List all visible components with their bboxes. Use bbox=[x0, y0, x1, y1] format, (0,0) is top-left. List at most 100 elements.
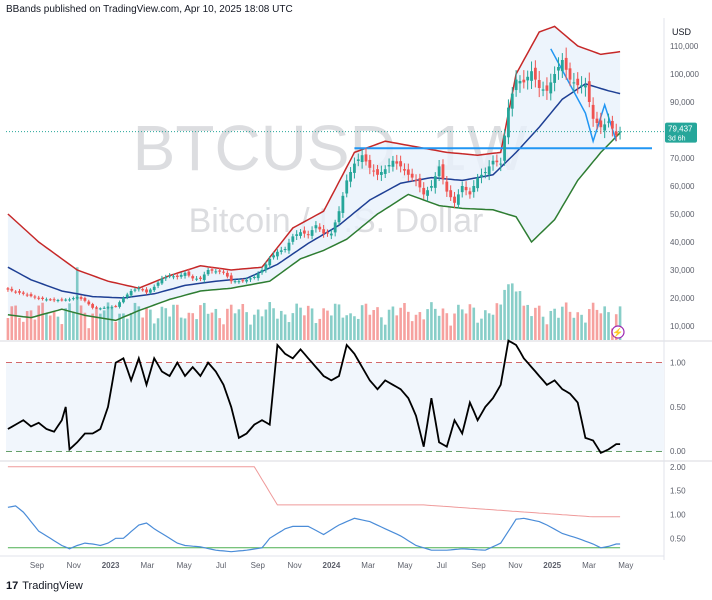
price-tick: 90,000 bbox=[670, 98, 695, 107]
candle-body bbox=[14, 291, 18, 293]
volume-bar bbox=[410, 321, 414, 340]
candle-body bbox=[283, 249, 287, 250]
candle-body bbox=[237, 281, 241, 283]
price-tick: 70,000 bbox=[670, 154, 695, 163]
candle-body bbox=[272, 255, 275, 258]
volume-bar bbox=[141, 317, 144, 340]
price-tick: 40,000 bbox=[670, 238, 695, 247]
volume-bar bbox=[584, 322, 587, 340]
candle-body bbox=[437, 166, 441, 177]
candle-body bbox=[125, 294, 129, 298]
volume-bar bbox=[18, 317, 21, 340]
volume-bar bbox=[218, 318, 221, 340]
volume-bar bbox=[553, 308, 556, 340]
volume-bar bbox=[25, 311, 29, 340]
volume-bar bbox=[457, 304, 460, 340]
price-tick: 20,000 bbox=[670, 294, 695, 303]
volume-bar bbox=[276, 318, 279, 340]
tradingview-footer[interactable]: 17 TradingView bbox=[6, 580, 83, 592]
candle-body bbox=[268, 258, 272, 266]
volume-bar bbox=[433, 308, 437, 340]
volume-bar bbox=[125, 318, 129, 340]
candle-body bbox=[68, 299, 71, 301]
volume-bar bbox=[33, 319, 37, 340]
volume-bar bbox=[595, 309, 599, 340]
candle-body bbox=[599, 120, 603, 128]
volume-bar bbox=[152, 323, 156, 340]
candle-body bbox=[549, 82, 553, 94]
volume-bar bbox=[360, 305, 364, 340]
candle-body bbox=[156, 282, 160, 286]
volume-bar bbox=[403, 303, 406, 340]
volume-bar bbox=[530, 316, 533, 340]
candle-body bbox=[453, 196, 456, 203]
volume-bar bbox=[514, 291, 518, 340]
candle-body bbox=[183, 272, 187, 276]
price-tick: 50,000 bbox=[670, 210, 695, 219]
percent-b-line bbox=[7, 339, 621, 455]
candle-body bbox=[206, 270, 210, 275]
candle-body bbox=[29, 294, 33, 297]
time-tick: Nov bbox=[67, 561, 81, 570]
volume-bar bbox=[168, 316, 171, 340]
candle-body bbox=[349, 172, 352, 182]
volume-bar bbox=[568, 311, 572, 340]
bollinger-basis-line bbox=[7, 82, 621, 299]
candle-body bbox=[533, 67, 537, 80]
volume-bar bbox=[156, 318, 160, 340]
candle-body bbox=[537, 80, 541, 88]
volume-bar bbox=[484, 310, 487, 340]
candle-body bbox=[106, 307, 110, 309]
candle-body bbox=[445, 181, 449, 192]
candle-body bbox=[376, 169, 379, 175]
volume-bar bbox=[549, 310, 553, 340]
candle-body bbox=[137, 288, 141, 290]
bollinger-lower-line bbox=[7, 132, 621, 322]
candle-body bbox=[310, 230, 314, 236]
volume-bar bbox=[102, 310, 106, 340]
volume-bar bbox=[468, 304, 472, 340]
volume-bar bbox=[330, 315, 333, 340]
candle-body bbox=[456, 194, 460, 205]
candle-body bbox=[483, 172, 487, 174]
time-tick: Mar bbox=[141, 561, 155, 570]
volume-bar bbox=[407, 311, 410, 340]
candle-body bbox=[252, 277, 256, 278]
volume-bar bbox=[179, 317, 183, 340]
candle-body bbox=[495, 160, 499, 163]
volume-bar bbox=[607, 312, 610, 340]
candle-body bbox=[580, 85, 583, 87]
candle-body bbox=[41, 297, 44, 299]
candle-body bbox=[568, 68, 572, 80]
candle-body bbox=[318, 226, 322, 230]
volume-bar bbox=[87, 328, 91, 340]
volume-bar bbox=[287, 322, 291, 340]
volume-bar bbox=[183, 318, 187, 340]
volume-bar bbox=[6, 318, 10, 340]
volume-bar bbox=[422, 319, 426, 340]
volume-bar bbox=[187, 312, 191, 340]
candle-body bbox=[187, 271, 191, 276]
candle-body bbox=[83, 298, 87, 301]
volume-bar bbox=[52, 311, 56, 340]
volume-bar bbox=[426, 309, 429, 340]
publish-info: BBands published on TradingView.com, Apr… bbox=[6, 4, 293, 15]
candle-body bbox=[249, 278, 252, 280]
volume-bar bbox=[453, 313, 456, 340]
volume-bar bbox=[195, 319, 198, 340]
candle-body bbox=[480, 174, 483, 178]
volume-bar bbox=[526, 304, 529, 340]
volume-bar bbox=[380, 317, 383, 340]
time-tick: Nov bbox=[508, 561, 522, 570]
price-tick: 100,000 bbox=[670, 70, 699, 79]
candle-body bbox=[572, 82, 576, 84]
volume-bar bbox=[345, 315, 349, 340]
last-price-label: 79,437 bbox=[668, 125, 693, 134]
volume-bar bbox=[368, 314, 372, 340]
volume-bar bbox=[64, 308, 67, 340]
candle-body bbox=[564, 57, 568, 70]
candle-body bbox=[557, 67, 560, 71]
volume-bar bbox=[260, 316, 264, 340]
volume-bar bbox=[372, 310, 375, 340]
